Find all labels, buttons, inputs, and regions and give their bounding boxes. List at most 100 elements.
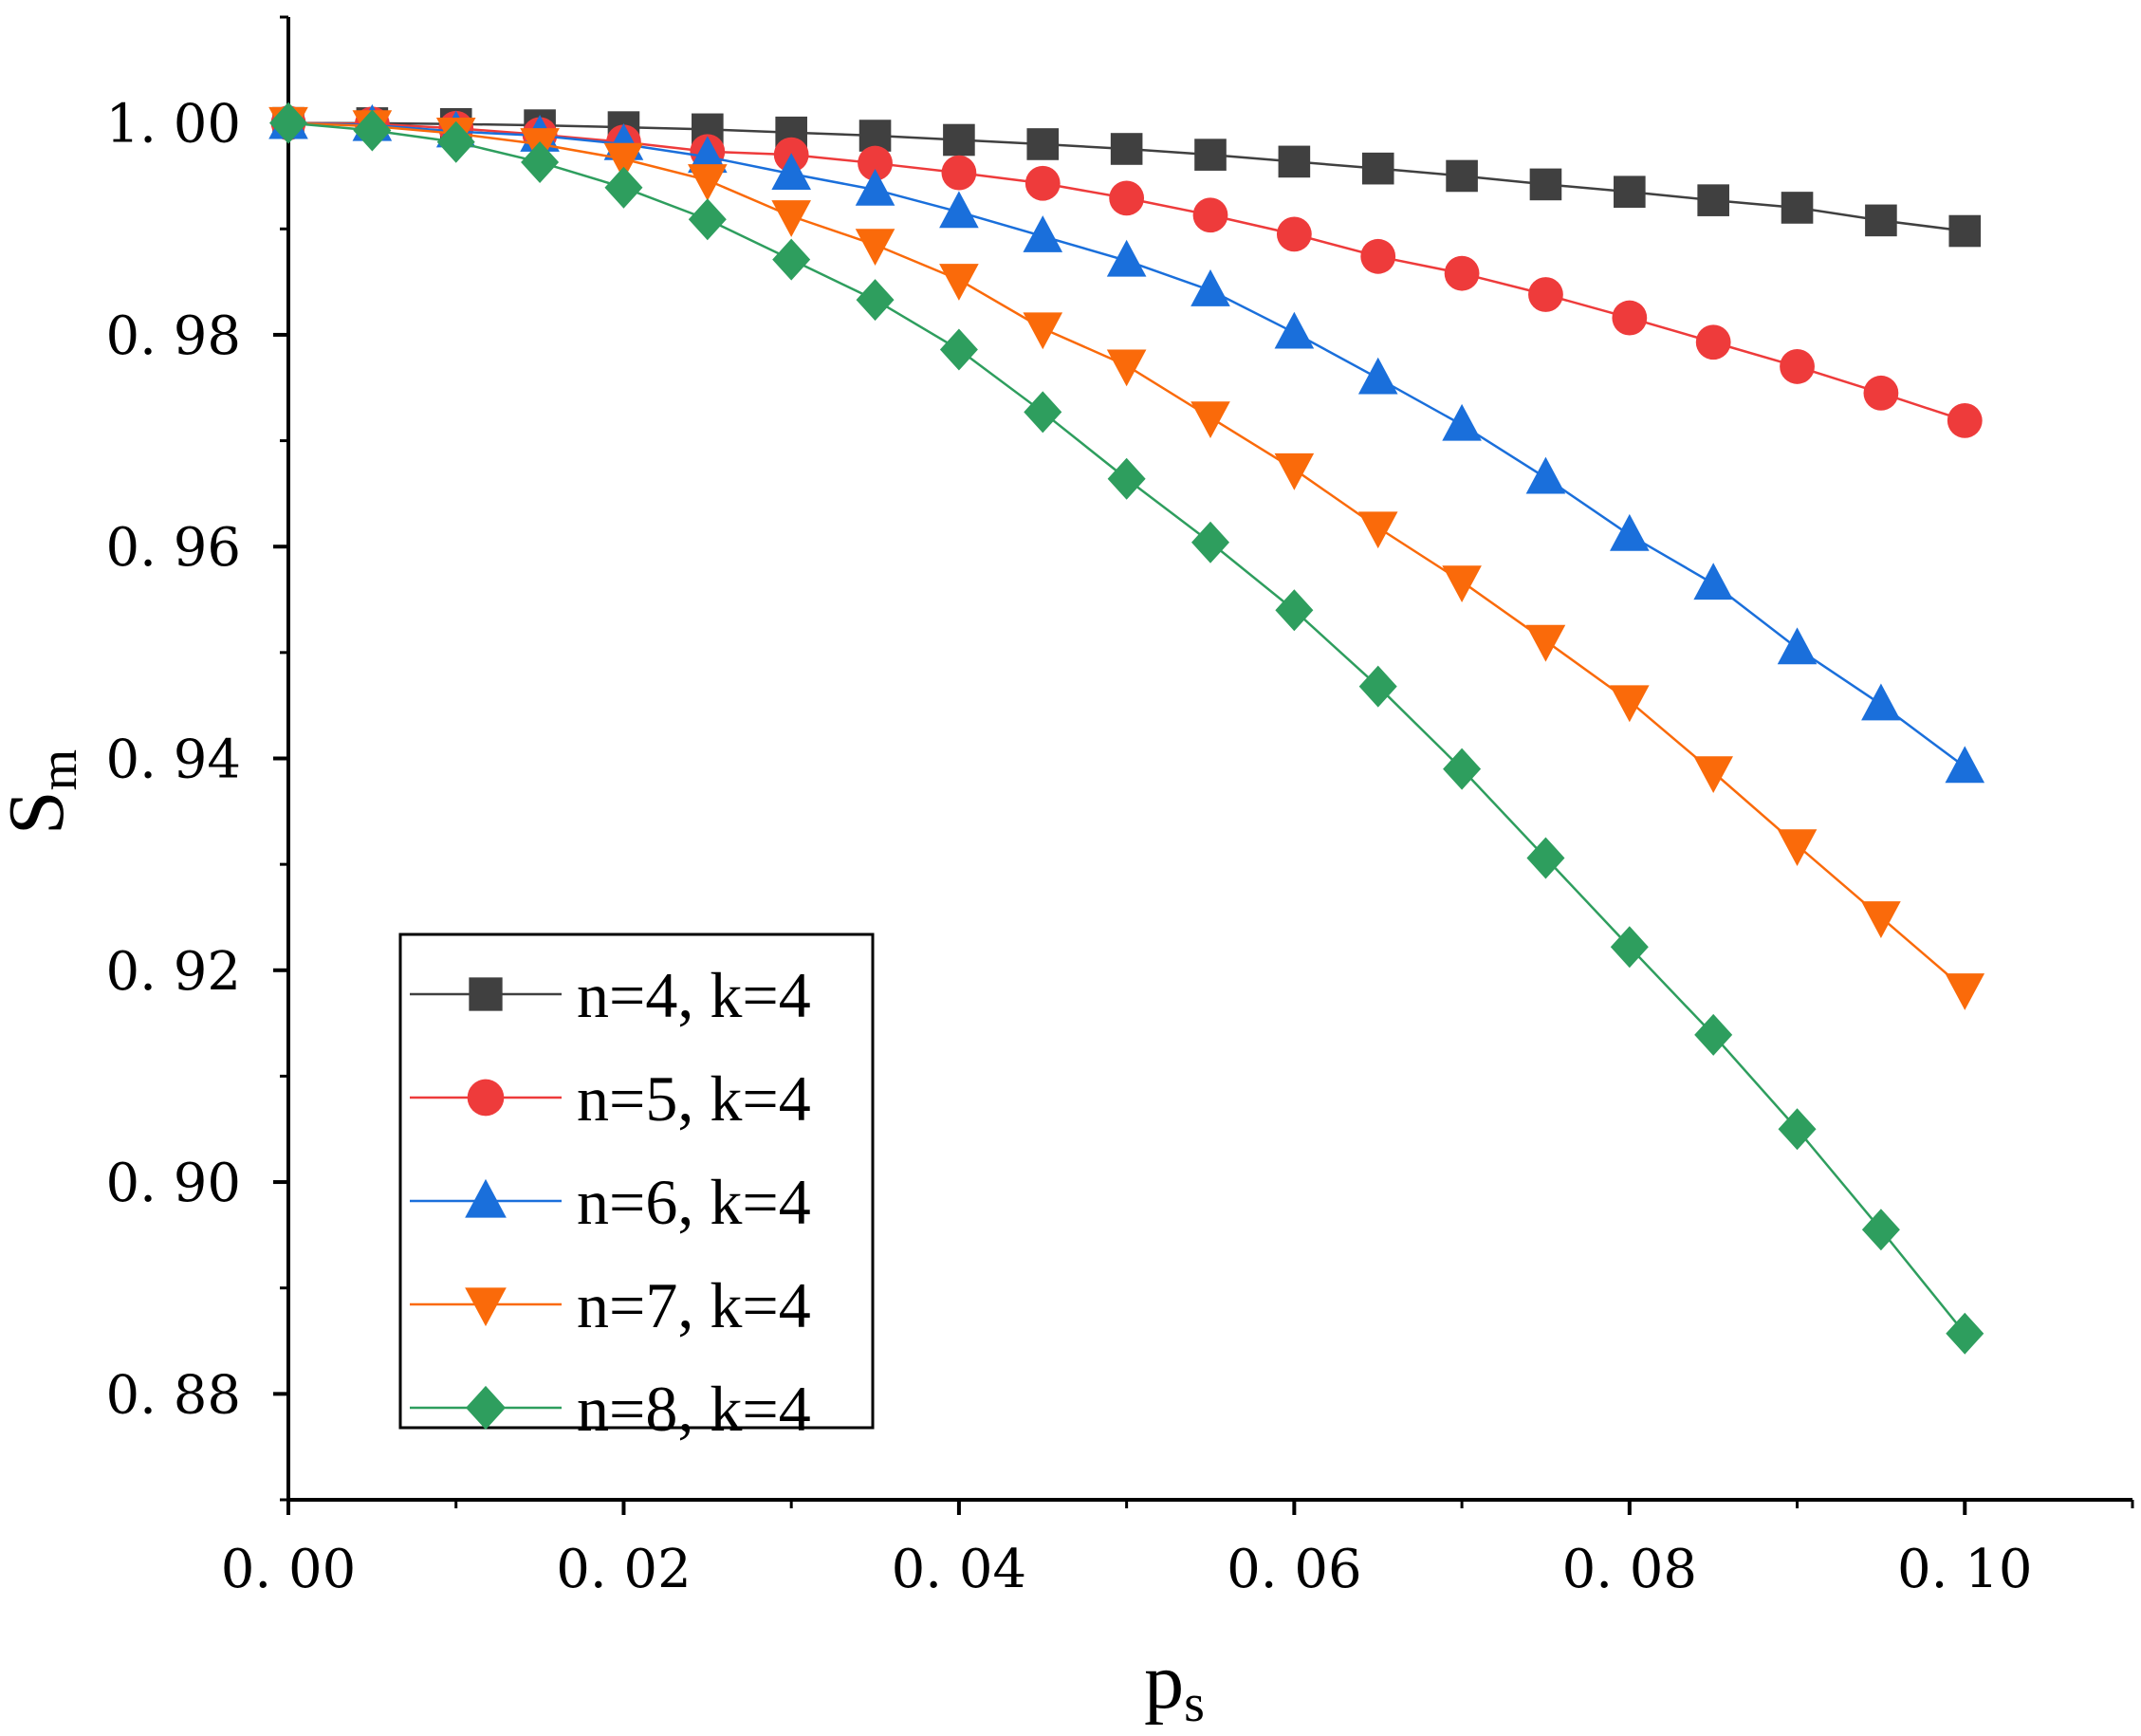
- data-point: [855, 168, 895, 206]
- data-point: [771, 200, 811, 237]
- y-tick-label: 1. 00: [106, 94, 242, 156]
- data-point: [1275, 589, 1314, 632]
- data-point: [1026, 128, 1060, 160]
- data-point: [1024, 165, 1061, 201]
- data-point: [941, 155, 977, 191]
- ticks: 0. 00 0. 02 0. 04 0. 06 0. 08 0. 10 0. 88 0. 90…: [106, 15, 2134, 1600]
- data-point: [688, 198, 727, 241]
- data-point: [1190, 269, 1230, 306]
- data-point: [688, 136, 728, 174]
- data-point: [353, 109, 392, 152]
- data-point: [1442, 403, 1482, 441]
- data-point: [943, 123, 975, 157]
- y-tick-label: 0. 98: [106, 305, 242, 367]
- data-point: [1442, 565, 1482, 603]
- data-point: [939, 264, 979, 301]
- data-point: [1529, 168, 1562, 201]
- data-point: [1614, 175, 1646, 209]
- data-point: [1444, 255, 1480, 291]
- data-point: [858, 145, 893, 181]
- data-point: [1863, 375, 1899, 411]
- data-point: [1777, 829, 1818, 867]
- data-point: [1358, 665, 1397, 708]
- data-point: [1861, 901, 1901, 938]
- legend-box: [398, 933, 875, 1430]
- data-point: [1777, 627, 1818, 665]
- x-tick-label: 0. 00: [221, 1539, 357, 1600]
- data-point: [1274, 311, 1315, 349]
- data-point: [1274, 452, 1315, 490]
- data-point: [1194, 139, 1227, 171]
- data-point: [1106, 239, 1147, 277]
- legend-item: n=4, k=4: [410, 959, 811, 1031]
- x-tick-label: 0. 10: [1897, 1539, 2033, 1600]
- y-axis-title: Sm: [0, 749, 88, 835]
- x-tick-label: 0. 02: [556, 1539, 692, 1600]
- data-point: [1780, 349, 1815, 384]
- data-point: [1278, 145, 1311, 178]
- data-point: [1946, 1312, 1984, 1355]
- data-point: [1947, 402, 1983, 438]
- data-point: [1693, 563, 1733, 600]
- data-point: [1357, 357, 1398, 395]
- y-tick-label: 0. 94: [106, 729, 242, 791]
- data-point: [939, 328, 978, 371]
- y-tick-label: 0. 88: [106, 1364, 242, 1426]
- data-point: [1694, 1013, 1733, 1056]
- data-point: [1865, 204, 1897, 237]
- data-point: [1525, 624, 1566, 662]
- data-point: [1106, 349, 1147, 387]
- y-axis-title-main: S: [0, 790, 81, 835]
- x-tick-label: 0. 04: [892, 1539, 1027, 1600]
- legend-item: n=5, k=4: [410, 1062, 811, 1135]
- data-point: [855, 229, 895, 267]
- data-point: [1023, 312, 1063, 350]
- data-point: [1695, 324, 1731, 360]
- legend-marker: [469, 977, 503, 1011]
- legend-item: n=7, k=4: [410, 1269, 811, 1341]
- legend-label: n=4, k=4: [577, 959, 811, 1031]
- legend-marker: [465, 1178, 507, 1218]
- data-point: [1697, 184, 1729, 216]
- data-point: [1191, 521, 1229, 563]
- data-point: [1107, 457, 1146, 500]
- x-tick-label: 0. 06: [1227, 1539, 1362, 1600]
- data-point: [1525, 456, 1566, 494]
- x-axis-title: ps: [1144, 1637, 1205, 1733]
- data-point: [856, 279, 895, 322]
- data-point: [1357, 511, 1398, 549]
- data-point: [1945, 746, 1985, 784]
- series-layer: [268, 102, 1985, 1355]
- data-point: [1443, 748, 1482, 790]
- legend-label: n=6, k=4: [577, 1166, 811, 1238]
- legend-label: n=5, k=4: [577, 1062, 811, 1135]
- data-point: [1192, 197, 1228, 233]
- data-point: [1276, 216, 1312, 252]
- data-point: [1024, 391, 1062, 434]
- data-point: [771, 153, 811, 191]
- legend-item: n=8, k=4: [410, 1373, 811, 1445]
- data-point: [1110, 133, 1143, 165]
- data-point: [772, 238, 811, 281]
- legend-item: n=6, k=4: [410, 1166, 811, 1238]
- data-point: [1612, 300, 1648, 336]
- data-point: [1528, 277, 1563, 312]
- data-point: [603, 142, 644, 180]
- data-point: [1945, 973, 1985, 1010]
- data-point: [1693, 756, 1733, 794]
- y-tick-label: 0. 92: [106, 941, 242, 1003]
- data-point: [1023, 215, 1063, 252]
- x-axis-title-sub: s: [1184, 1674, 1205, 1733]
- data-point: [604, 166, 643, 209]
- data-point: [1610, 685, 1650, 723]
- legend-marker: [466, 1385, 506, 1431]
- data-point: [1781, 192, 1814, 224]
- data-point: [1861, 1209, 1900, 1251]
- data-point: [1610, 513, 1650, 551]
- legend-label: n=8, k=4: [577, 1373, 811, 1445]
- legend-marker: [467, 1079, 505, 1117]
- x-tick-label: 0. 08: [1562, 1539, 1698, 1600]
- series-4: [268, 106, 1985, 1010]
- y-axis-title-sub: m: [29, 749, 88, 791]
- data-point: [521, 140, 560, 183]
